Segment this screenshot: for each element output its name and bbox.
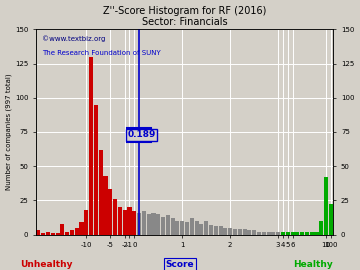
Bar — [180, 221, 184, 235]
Bar — [80, 222, 84, 235]
Bar — [209, 225, 213, 235]
Bar — [41, 233, 45, 235]
Bar — [108, 190, 112, 235]
Bar — [223, 228, 228, 235]
Bar — [51, 233, 55, 235]
Bar — [295, 232, 300, 235]
Bar — [238, 229, 242, 235]
Bar — [281, 232, 285, 235]
Text: Healthy: Healthy — [293, 260, 333, 269]
Bar — [147, 214, 151, 235]
Bar — [137, 213, 141, 235]
Bar — [161, 217, 165, 235]
Bar — [36, 231, 40, 235]
Bar — [65, 232, 69, 235]
Bar — [286, 232, 290, 235]
Text: 0.189: 0.189 — [127, 130, 156, 139]
Bar — [113, 199, 117, 235]
Bar — [257, 232, 261, 235]
Bar — [132, 211, 136, 235]
Bar — [233, 229, 237, 235]
Bar — [75, 228, 79, 235]
Bar — [310, 232, 314, 235]
Bar — [46, 232, 50, 235]
Bar — [175, 221, 180, 235]
Bar — [276, 232, 280, 235]
Bar — [243, 229, 247, 235]
Bar — [152, 213, 156, 235]
Bar — [228, 228, 232, 235]
Bar — [89, 57, 93, 235]
Bar — [171, 218, 175, 235]
Bar — [319, 221, 323, 235]
Bar — [99, 150, 103, 235]
Bar — [190, 218, 194, 235]
Bar — [103, 176, 108, 235]
Bar — [329, 204, 333, 235]
Bar — [84, 210, 88, 235]
Bar — [156, 214, 160, 235]
Bar — [204, 221, 208, 235]
Bar — [266, 232, 271, 235]
Bar — [94, 104, 98, 235]
Text: Score: Score — [166, 260, 194, 269]
Bar — [271, 232, 275, 235]
Bar — [219, 226, 222, 235]
Bar — [291, 232, 294, 235]
Bar — [55, 233, 60, 235]
Bar — [127, 207, 131, 235]
Bar — [252, 231, 256, 235]
Bar — [185, 222, 189, 235]
Bar — [166, 215, 170, 235]
Bar — [262, 232, 266, 235]
Bar — [305, 232, 309, 235]
Y-axis label: Number of companies (997 total): Number of companies (997 total) — [5, 74, 12, 190]
Bar — [214, 226, 218, 235]
Bar — [123, 210, 127, 235]
Bar — [315, 232, 319, 235]
Bar — [300, 232, 304, 235]
Bar — [247, 231, 251, 235]
Bar — [199, 224, 203, 235]
Bar — [118, 207, 122, 235]
Bar — [142, 211, 146, 235]
Text: The Research Foundation of SUNY: The Research Foundation of SUNY — [42, 50, 161, 56]
Text: ©www.textbiz.org: ©www.textbiz.org — [42, 35, 105, 42]
Bar — [70, 231, 74, 235]
Bar — [324, 177, 328, 235]
Bar — [60, 224, 64, 235]
Text: Unhealthy: Unhealthy — [21, 260, 73, 269]
Bar — [195, 221, 199, 235]
Title: Z''-Score Histogram for RF (2016)
Sector: Financials: Z''-Score Histogram for RF (2016) Sector… — [103, 6, 266, 27]
